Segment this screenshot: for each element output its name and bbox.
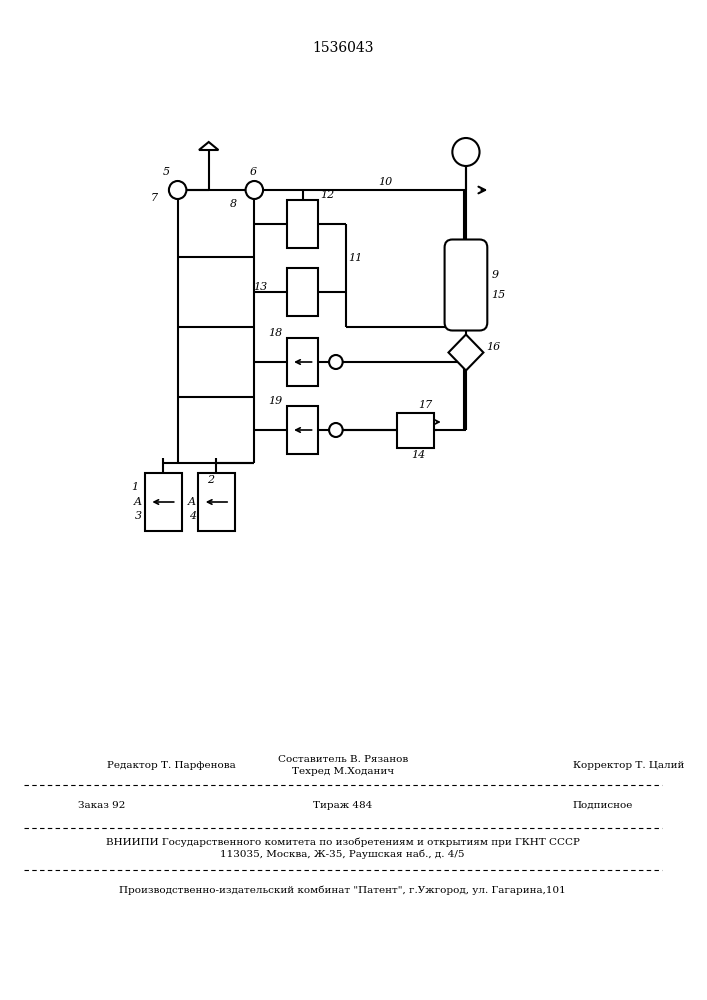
Text: 10: 10 — [378, 177, 393, 187]
Text: 12: 12 — [320, 190, 334, 200]
Bar — [145, 473, 182, 531]
Text: Производственно-издательский комбинат "Патент", г.Ужгород, ул. Гагарина,101: Производственно-издательский комбинат "П… — [119, 885, 566, 895]
Circle shape — [329, 355, 343, 369]
Polygon shape — [448, 334, 484, 370]
Text: 3: 3 — [134, 511, 141, 521]
Text: Корректор Т. Цалий: Корректор Т. Цалий — [573, 760, 684, 770]
Text: 5: 5 — [163, 167, 170, 177]
Text: Заказ 92: Заказ 92 — [78, 800, 125, 810]
Text: A: A — [134, 497, 141, 507]
Text: 18: 18 — [268, 328, 282, 338]
Circle shape — [329, 423, 343, 437]
Bar — [198, 473, 235, 531]
Text: ВНИИПИ Государственного комитета по изобретениям и открытиям при ГКНТ СССР: ВНИИПИ Государственного комитета по изоб… — [106, 837, 580, 847]
Text: Редактор Т. Парфенова: Редактор Т. Парфенова — [107, 760, 235, 770]
Text: 15: 15 — [491, 290, 506, 300]
Text: 14: 14 — [411, 450, 426, 460]
Text: 4: 4 — [189, 511, 196, 521]
Text: A: A — [188, 497, 196, 507]
Text: Техред М.Ходанич: Техред М.Ходанич — [291, 768, 394, 776]
Bar — [287, 200, 318, 247]
Text: 1: 1 — [132, 482, 139, 492]
Bar — [287, 338, 318, 386]
Text: 113035, Москва, Ж-35, Раушская наб., д. 4/5: 113035, Москва, Ж-35, Раушская наб., д. … — [221, 849, 465, 859]
Circle shape — [169, 181, 187, 199]
Text: 8: 8 — [230, 199, 237, 209]
FancyBboxPatch shape — [445, 239, 487, 330]
Bar — [287, 406, 318, 454]
Text: 13: 13 — [254, 282, 268, 292]
Text: Тираж 484: Тираж 484 — [313, 800, 373, 810]
Circle shape — [245, 181, 263, 199]
Text: 17: 17 — [419, 399, 433, 410]
Text: 2: 2 — [206, 475, 214, 485]
Circle shape — [452, 138, 479, 166]
Bar — [287, 268, 318, 316]
Text: 1536043: 1536043 — [312, 41, 373, 55]
Bar — [397, 412, 434, 448]
Text: 6: 6 — [250, 167, 257, 177]
Text: 16: 16 — [486, 342, 501, 353]
Text: 11: 11 — [349, 253, 363, 263]
Text: 19: 19 — [268, 396, 282, 406]
Text: 7: 7 — [151, 193, 158, 203]
Text: Составитель В. Рязанов: Составитель В. Рязанов — [278, 756, 408, 764]
Text: 9: 9 — [491, 270, 498, 280]
Text: Подписное: Подписное — [573, 800, 633, 810]
